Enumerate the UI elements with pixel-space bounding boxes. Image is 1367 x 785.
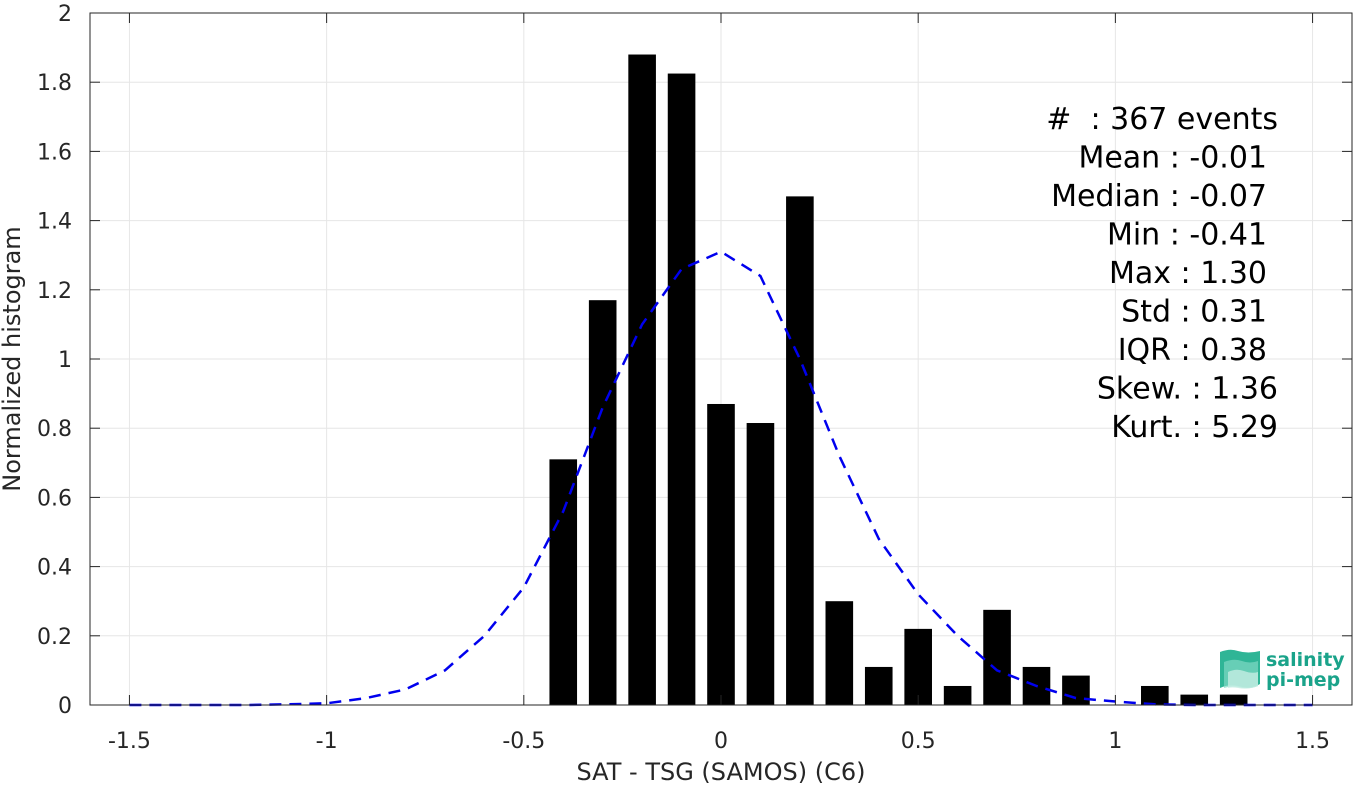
y-tick-label-1: 0.2 <box>37 625 72 650</box>
histogram-bar-7 <box>825 601 854 705</box>
stat-line-5: Std : 0.31 <box>1121 295 1267 330</box>
x-tick-label-5: 1 <box>1108 729 1122 754</box>
stat-line-3: Min : -0.41 <box>1107 218 1267 253</box>
histogram-bar-6 <box>786 196 814 705</box>
y-tick-label-2: 0.4 <box>37 556 72 581</box>
stat-line-0: # : 367 events <box>1046 102 1278 137</box>
y-tick-label-7: 1.4 <box>37 210 72 235</box>
y-tick-label-0: 0 <box>58 694 72 719</box>
histogram-bar-1 <box>588 300 617 705</box>
histogram-bar-17 <box>1219 694 1248 705</box>
y-tick-label-4: 0.8 <box>37 417 72 442</box>
histogram-bar-2 <box>628 54 656 705</box>
histogram-bar-3 <box>667 73 696 706</box>
y-tick-label-8: 1.6 <box>37 140 72 165</box>
histogram-bar-9 <box>904 628 932 705</box>
x-tick-label-0: -1.5 <box>108 729 151 754</box>
x-tick-label-6: 1.5 <box>1295 729 1330 754</box>
x-tick-label-2: -0.5 <box>502 729 545 754</box>
histogram-bar-0 <box>549 459 578 705</box>
y-tick-label-10: 2 <box>58 2 72 27</box>
y-tick-label-5: 1 <box>58 348 72 373</box>
histogram-bar-4 <box>707 403 735 705</box>
salinity-pi-mep-logo: salinity pi-mep <box>1220 649 1345 691</box>
stat-line-7: Skew. : 1.36 <box>1097 372 1278 407</box>
y-axis-ticks: 0 0.2 0.4 0.6 0.8 1 1.2 1.4 1.6 1.8 2 <box>37 2 1352 719</box>
x-tick-label-4: 0.5 <box>901 729 936 754</box>
x-axis-label: SAT - TSG (SAMOS) (C6) <box>577 758 866 785</box>
histogram-bar-13 <box>1062 675 1090 705</box>
x-tick-label-3: 0 <box>714 729 728 754</box>
histogram-bar-5 <box>746 423 775 705</box>
stat-line-4: Max : 1.30 <box>1109 256 1267 291</box>
x-tick-label-1: -1 <box>316 729 338 754</box>
y-tick-label-3: 0.6 <box>37 486 72 511</box>
y-tick-label-9: 1.8 <box>37 71 72 96</box>
histogram-bar-10 <box>943 685 972 705</box>
bars <box>549 54 1248 706</box>
x-axis-ticks: -1.5 -1 -0.5 0 0.5 1 1.5 <box>108 13 1330 754</box>
logo-line2: pi-mep <box>1266 669 1340 691</box>
stat-line-8: Kurt. : 5.29 <box>1111 410 1278 445</box>
y-axis-label: Normalized histogram <box>0 226 26 491</box>
histogram-bar-16 <box>1180 694 1209 705</box>
stat-line-6: IQR : 0.38 <box>1118 333 1267 368</box>
histogram-bar-8 <box>864 666 893 705</box>
stat-line-2: Median : -0.07 <box>1051 179 1267 214</box>
histogram-bar-15 <box>1141 685 1169 705</box>
y-tick-label-6: 1.2 <box>37 279 72 304</box>
histogram-bar-11 <box>983 609 1011 705</box>
logo-line1: salinity <box>1266 649 1345 671</box>
stat-line-1: Mean : -0.01 <box>1078 141 1267 176</box>
